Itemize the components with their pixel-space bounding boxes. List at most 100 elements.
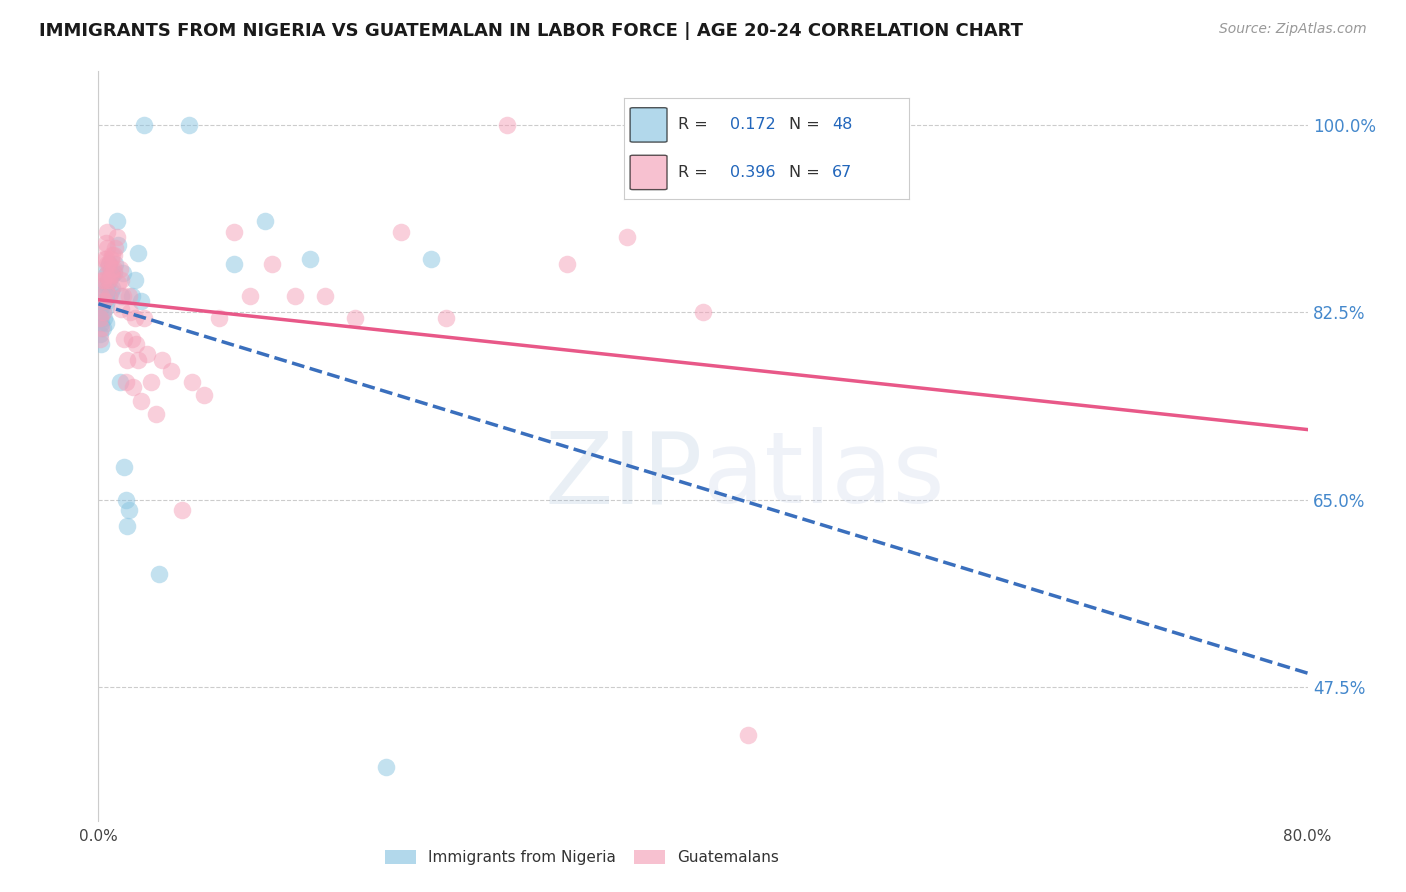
Point xyxy=(555,257,578,271)
Point xyxy=(114,375,136,389)
Point xyxy=(124,310,146,325)
Point xyxy=(120,305,142,319)
Point xyxy=(115,353,138,368)
Point xyxy=(101,248,124,262)
Point xyxy=(90,289,112,303)
Text: IMMIGRANTS FROM NIGERIA VS GUATEMALAN IN LABOR FORCE | AGE 20-24 CORRELATION CHA: IMMIGRANTS FROM NIGERIA VS GUATEMALAN IN… xyxy=(39,22,1024,40)
Point xyxy=(124,273,146,287)
Point xyxy=(93,252,115,266)
Point xyxy=(115,519,138,533)
Point xyxy=(98,257,121,271)
Point xyxy=(94,235,117,250)
Point xyxy=(111,266,134,280)
Point xyxy=(314,289,336,303)
Point xyxy=(91,321,114,335)
Point xyxy=(179,118,201,132)
Point xyxy=(118,503,141,517)
Point xyxy=(100,268,122,282)
Point xyxy=(112,460,135,475)
Point xyxy=(91,273,114,287)
Point xyxy=(96,257,118,271)
Point xyxy=(145,407,167,421)
Text: atlas: atlas xyxy=(703,427,945,524)
Point xyxy=(148,567,170,582)
Point xyxy=(122,380,145,394)
Point xyxy=(96,262,118,277)
Point xyxy=(94,300,117,314)
Point xyxy=(91,289,114,303)
Point xyxy=(100,268,122,282)
Point xyxy=(125,337,148,351)
Point xyxy=(110,273,132,287)
Point xyxy=(114,492,136,507)
Point xyxy=(495,118,517,132)
Point xyxy=(434,310,457,325)
Point xyxy=(616,230,638,244)
Point xyxy=(129,294,152,309)
Point xyxy=(101,280,124,294)
Point xyxy=(181,375,204,389)
Point xyxy=(101,268,124,282)
Point xyxy=(239,289,262,303)
Point xyxy=(103,266,125,280)
Point xyxy=(737,728,759,742)
Point xyxy=(89,326,111,341)
Point xyxy=(108,375,131,389)
Point xyxy=(224,257,246,271)
Point xyxy=(91,305,114,319)
Point xyxy=(170,503,193,517)
Point xyxy=(100,252,122,266)
Point xyxy=(127,353,149,368)
Point xyxy=(90,337,112,351)
Point xyxy=(299,252,322,266)
Point xyxy=(96,225,118,239)
Point xyxy=(90,316,112,330)
Point xyxy=(93,294,115,309)
Point xyxy=(132,118,155,132)
Point xyxy=(96,294,118,309)
Point xyxy=(110,301,132,316)
Point xyxy=(110,289,132,303)
Point xyxy=(93,294,115,309)
Point xyxy=(160,364,183,378)
Point xyxy=(93,278,115,293)
Point xyxy=(129,394,152,409)
Point xyxy=(344,310,367,325)
Point xyxy=(132,310,155,325)
Point xyxy=(96,278,118,293)
Point xyxy=(98,289,121,303)
Point xyxy=(96,273,118,287)
Text: ZIP: ZIP xyxy=(544,427,703,524)
Point xyxy=(103,248,125,262)
Point xyxy=(98,273,121,287)
Point xyxy=(420,252,443,266)
Point xyxy=(111,289,134,303)
Point xyxy=(105,230,128,244)
Point xyxy=(98,273,121,287)
Point xyxy=(108,262,131,277)
Point xyxy=(284,289,307,303)
Legend: Immigrants from Nigeria, Guatemalans: Immigrants from Nigeria, Guatemalans xyxy=(385,850,779,865)
Point xyxy=(90,321,112,335)
Point xyxy=(105,214,128,228)
Point xyxy=(91,305,114,319)
Point xyxy=(96,241,118,255)
Point xyxy=(89,310,111,325)
Point xyxy=(93,310,115,325)
Point xyxy=(121,289,143,303)
Point xyxy=(224,225,246,239)
Point xyxy=(100,284,122,298)
Point xyxy=(112,332,135,346)
Point xyxy=(107,237,129,252)
Point xyxy=(104,241,127,255)
Point xyxy=(94,252,117,266)
Point xyxy=(103,262,125,277)
Text: Source: ZipAtlas.com: Source: ZipAtlas.com xyxy=(1219,22,1367,37)
Point xyxy=(127,246,149,260)
Point xyxy=(208,310,231,325)
Point xyxy=(98,257,121,271)
Point xyxy=(94,316,117,330)
Point xyxy=(374,760,396,774)
Point xyxy=(89,332,111,346)
Point xyxy=(121,332,143,346)
